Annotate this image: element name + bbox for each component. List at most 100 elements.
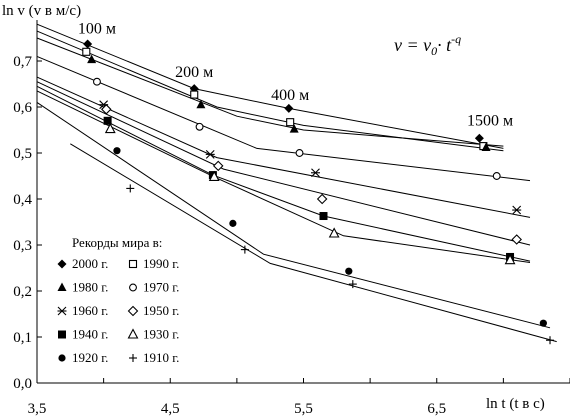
legend-item: 1920 г. bbox=[58, 350, 108, 365]
legend-item: 1910 г. bbox=[129, 350, 179, 365]
legend-marker bbox=[129, 283, 137, 292]
y-tick-label: 0,1 bbox=[13, 330, 32, 346]
legend-label: 1960 г. bbox=[72, 303, 108, 318]
data-point bbox=[295, 149, 304, 157]
data-point bbox=[474, 133, 484, 143]
distance-labels: 100 м 200 м 400 м 1500 м bbox=[78, 20, 513, 129]
data-point bbox=[195, 122, 204, 131]
data-point bbox=[208, 170, 220, 181]
series-line bbox=[36, 101, 551, 329]
y-tick-label: 0,2 bbox=[13, 284, 32, 300]
series-line bbox=[36, 85, 531, 262]
legend-marker bbox=[128, 259, 138, 269]
legend-label: 1930 г. bbox=[143, 327, 179, 342]
data-point bbox=[328, 227, 340, 238]
data-point bbox=[83, 39, 93, 49]
legend-label: 1990 г. bbox=[143, 256, 179, 271]
series-line bbox=[36, 76, 531, 218]
legend-item: 1950 г. bbox=[127, 303, 179, 318]
data-point bbox=[113, 147, 121, 155]
legend-marker bbox=[57, 259, 67, 269]
data-point bbox=[348, 280, 357, 289]
legend-title: Рекорды мира в: bbox=[72, 235, 162, 250]
x-tick-label: 4,5 bbox=[161, 401, 180, 417]
legend-item: 1940 г. bbox=[58, 327, 108, 342]
data-point bbox=[284, 103, 294, 113]
legend-marker bbox=[57, 282, 67, 291]
y-tick-label: 0,3 bbox=[13, 238, 32, 254]
legend-item: 1990 г. bbox=[128, 256, 179, 271]
legend-label: 1910 г. bbox=[143, 350, 179, 365]
y-tick-label: 0,4 bbox=[13, 192, 32, 208]
data-point bbox=[205, 149, 215, 159]
legend-marker bbox=[127, 328, 139, 339]
legend-marker bbox=[58, 354, 66, 362]
y-tick-label: 0,6 bbox=[13, 100, 32, 116]
legend-label: 1950 г. bbox=[143, 303, 179, 318]
legend-item: 1960 г. bbox=[57, 303, 108, 318]
legend-label: 2000 г. bbox=[72, 256, 108, 271]
legend-item: 1980 г. bbox=[57, 280, 108, 295]
data-point bbox=[87, 54, 97, 64]
data-point bbox=[504, 254, 516, 265]
x-axis-label: ln t (t в с) bbox=[486, 396, 545, 412]
series-line bbox=[36, 81, 531, 246]
series-line bbox=[36, 37, 504, 147]
data-point bbox=[240, 245, 249, 254]
x-tick-label: 6,5 bbox=[427, 401, 446, 417]
data-point bbox=[319, 212, 328, 221]
data-point bbox=[316, 193, 328, 205]
distance-label: 400 м bbox=[271, 87, 309, 104]
legend-label: 1920 г. bbox=[72, 350, 108, 365]
y-axis-label: ln v (v в м/с) bbox=[2, 3, 81, 19]
x-tick-label: 5,5 bbox=[294, 401, 313, 417]
data-point bbox=[492, 172, 501, 180]
data-point bbox=[212, 160, 224, 172]
data-point bbox=[345, 267, 353, 275]
distance-label: 1500 м bbox=[467, 112, 513, 129]
y-tick-label: 0,5 bbox=[13, 146, 32, 162]
series-lines bbox=[36, 23, 557, 343]
data-point bbox=[82, 47, 91, 56]
data-point bbox=[126, 184, 135, 193]
legend-marker bbox=[58, 330, 66, 339]
legend: 2000 г. 1990 г. 1980 г. 1970 г. 1960 г. 1950 … bbox=[57, 256, 179, 365]
data-point bbox=[101, 104, 112, 115]
series-line bbox=[36, 23, 504, 149]
distance-label: 200 м bbox=[175, 64, 213, 81]
legend-item: 2000 г. bbox=[57, 256, 108, 271]
data-point bbox=[310, 168, 320, 178]
data-point bbox=[103, 116, 112, 125]
data-point bbox=[546, 336, 555, 345]
legend-item: 1930 г. bbox=[127, 327, 179, 342]
formula: v = v0· t-q bbox=[394, 32, 461, 58]
series-line bbox=[36, 90, 531, 263]
distance-label: 100 м bbox=[78, 20, 116, 37]
series-line bbox=[36, 55, 531, 182]
data-point bbox=[190, 90, 199, 99]
data-point bbox=[229, 219, 237, 227]
data-point bbox=[196, 99, 206, 109]
y-tick-label: 0,0 bbox=[13, 376, 32, 392]
data-point bbox=[289, 124, 299, 133]
data-point bbox=[511, 234, 522, 245]
series-markers bbox=[82, 39, 555, 345]
data-point bbox=[286, 118, 295, 127]
legend-label: 1970 г. bbox=[143, 280, 179, 295]
tick-labels: 0,0 0,1 0,2 0,3 0,4 0,5 0,6 0,7 3,5 4,5 5,5 6,5 bbox=[13, 54, 446, 417]
y-tick-label: 0,7 bbox=[13, 54, 32, 70]
legend-label: 1940 г. bbox=[72, 327, 108, 342]
data-point bbox=[104, 122, 116, 134]
data-point bbox=[481, 142, 491, 151]
legend-marker bbox=[129, 354, 137, 362]
legend-label: 1980 г. bbox=[72, 280, 108, 295]
legend-item: 1970 г. bbox=[129, 280, 179, 295]
data-point bbox=[539, 319, 547, 327]
axes bbox=[36, 20, 570, 384]
series-line bbox=[70, 143, 557, 343]
legend-marker bbox=[57, 306, 67, 316]
data-point bbox=[512, 205, 522, 215]
data-point bbox=[93, 77, 101, 86]
x-tick-label: 3,5 bbox=[28, 401, 47, 417]
